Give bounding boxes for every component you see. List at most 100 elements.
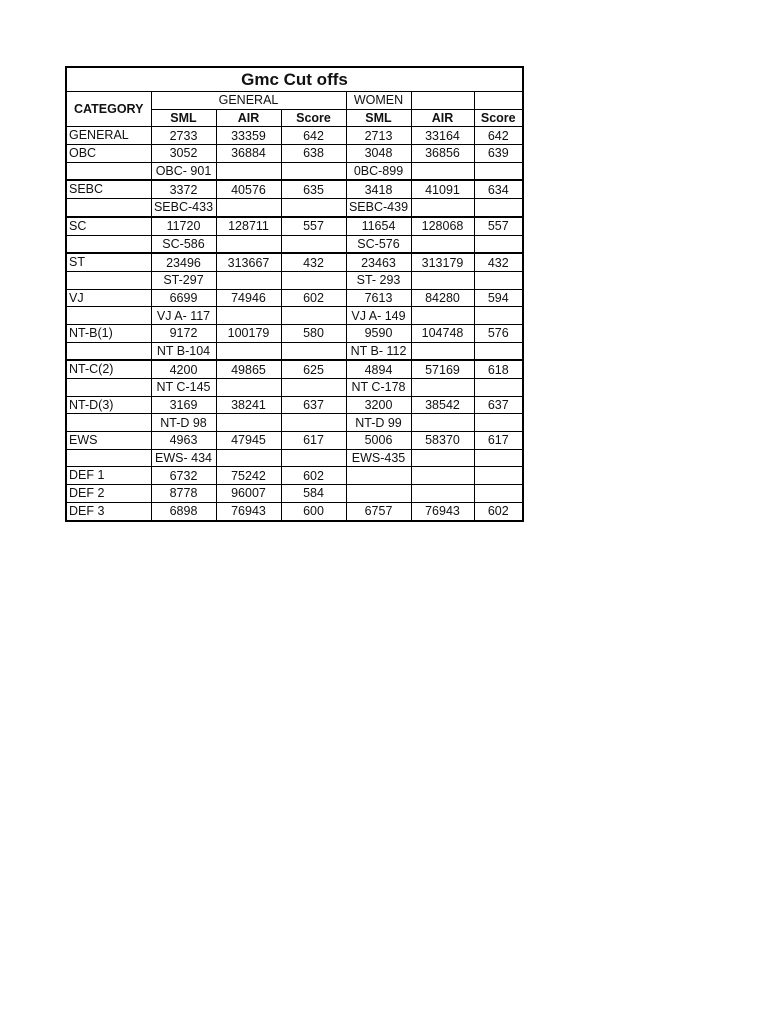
table-row: NT C-145 NT C-178 [65, 378, 524, 397]
column-header: SML [150, 108, 217, 128]
table-row: NT-B(1) 9172 100179 580 9590 104748 576 [65, 323, 524, 343]
value-cell: 0BC-899 [345, 161, 412, 181]
table-row: DEF 3 6898 76943 600 6757 76943 602 [65, 501, 524, 522]
value-cell: 313667 [215, 252, 282, 272]
value-cell: NT-D 99 [345, 413, 412, 433]
title-row: Gmc Cut offs [65, 66, 524, 92]
value-cell: 84280 [410, 288, 475, 308]
value-cell: 4200 [150, 359, 217, 380]
value-cell: 36884 [215, 144, 282, 163]
value-cell [345, 484, 412, 503]
value-cell: SC-576 [345, 234, 412, 254]
value-cell: 100179 [215, 323, 282, 343]
value-cell: 638 [280, 144, 347, 163]
value-cell: SEBC-433 [150, 198, 217, 218]
value-cell: 7613 [345, 288, 412, 308]
value-cell: NT B-104 [150, 341, 217, 361]
category-cell [65, 341, 152, 361]
value-cell: 8778 [150, 484, 217, 503]
value-cell [280, 270, 347, 290]
value-cell: 3200 [345, 395, 412, 415]
category-cell: DEF 1 [65, 466, 152, 486]
category-cell [65, 161, 152, 181]
value-cell: 602 [473, 501, 524, 522]
value-cell: 38241 [215, 395, 282, 415]
value-cell [215, 413, 282, 433]
value-cell [473, 306, 524, 325]
value-cell: 3052 [150, 144, 217, 163]
value-cell: 41091 [410, 179, 475, 200]
value-cell [410, 413, 475, 433]
value-cell: 3169 [150, 395, 217, 415]
value-cell: 557 [473, 215, 524, 236]
category-cell [65, 270, 152, 290]
value-cell [280, 306, 347, 325]
table-title: Gmc Cut offs [65, 66, 524, 92]
value-cell [473, 413, 524, 433]
value-cell: 75242 [215, 466, 282, 486]
value-cell: OBC- 901 [150, 161, 217, 181]
value-cell: NT C-178 [345, 378, 412, 397]
value-cell: 40576 [215, 179, 282, 200]
table-row: NT-D 98 NT-D 99 [65, 413, 524, 433]
category-cell [65, 378, 152, 397]
value-cell: EWS-435 [345, 448, 412, 468]
value-cell [410, 161, 475, 181]
value-cell: 617 [473, 431, 524, 450]
category-cell: GENERAL [65, 126, 152, 146]
value-cell [473, 270, 524, 290]
category-header: CATEGORY [65, 90, 152, 128]
value-cell: 635 [280, 179, 347, 200]
value-cell: 600 [280, 501, 347, 522]
cutoff-table: Gmc Cut offs CATEGORY GENERAL WOMEN SML … [65, 66, 524, 522]
value-cell [215, 448, 282, 468]
value-cell: 23496 [150, 252, 217, 272]
value-cell [215, 234, 282, 254]
empty-header-cell [473, 91, 524, 110]
value-cell: 576 [473, 323, 524, 343]
value-cell: 642 [473, 126, 524, 146]
value-cell: 33359 [215, 126, 282, 146]
value-cell: NT C-145 [150, 378, 217, 397]
table-row: EWS- 434 EWS-435 [65, 448, 524, 468]
value-cell [345, 466, 412, 486]
table-row: VJ 6699 74946 602 7613 84280 594 [65, 288, 524, 308]
category-cell: ST [65, 252, 152, 272]
value-cell: 557 [280, 215, 347, 236]
table-row: EWS 4963 47945 617 5006 58370 617 [65, 431, 524, 450]
value-cell [410, 484, 475, 503]
value-cell: 4963 [150, 431, 217, 450]
value-cell [473, 198, 524, 218]
category-cell: OBC [65, 144, 152, 163]
value-cell: 634 [473, 179, 524, 200]
value-cell: 2713 [345, 126, 412, 146]
category-cell: NT-B(1) [65, 323, 152, 343]
value-cell [280, 413, 347, 433]
value-cell [410, 448, 475, 468]
value-cell: 96007 [215, 484, 282, 503]
value-cell: NT-D 98 [150, 413, 217, 433]
value-cell: SC-586 [150, 234, 217, 254]
column-header: AIR [410, 108, 475, 128]
value-cell: 6757 [345, 501, 412, 522]
category-cell: NT-C(2) [65, 359, 152, 380]
value-cell: 6732 [150, 466, 217, 486]
value-cell [410, 466, 475, 486]
value-cell: 313179 [410, 252, 475, 272]
value-cell [215, 341, 282, 361]
table-row: OBC 3052 36884 638 3048 36856 639 [65, 144, 524, 163]
value-cell: 49865 [215, 359, 282, 380]
value-cell: 11654 [345, 215, 412, 236]
value-cell [473, 466, 524, 486]
category-cell: NT-D(3) [65, 395, 152, 415]
value-cell [410, 270, 475, 290]
value-cell [215, 306, 282, 325]
value-cell: 104748 [410, 323, 475, 343]
table-row: SC 11720 128711 557 11654 128068 557 [65, 215, 524, 236]
header-row-columns: SML AIR Score SML AIR Score [66, 108, 524, 128]
value-cell: 128711 [215, 215, 282, 236]
value-cell [473, 484, 524, 503]
value-cell [215, 198, 282, 218]
category-cell [65, 413, 152, 433]
value-cell: 9172 [150, 323, 217, 343]
